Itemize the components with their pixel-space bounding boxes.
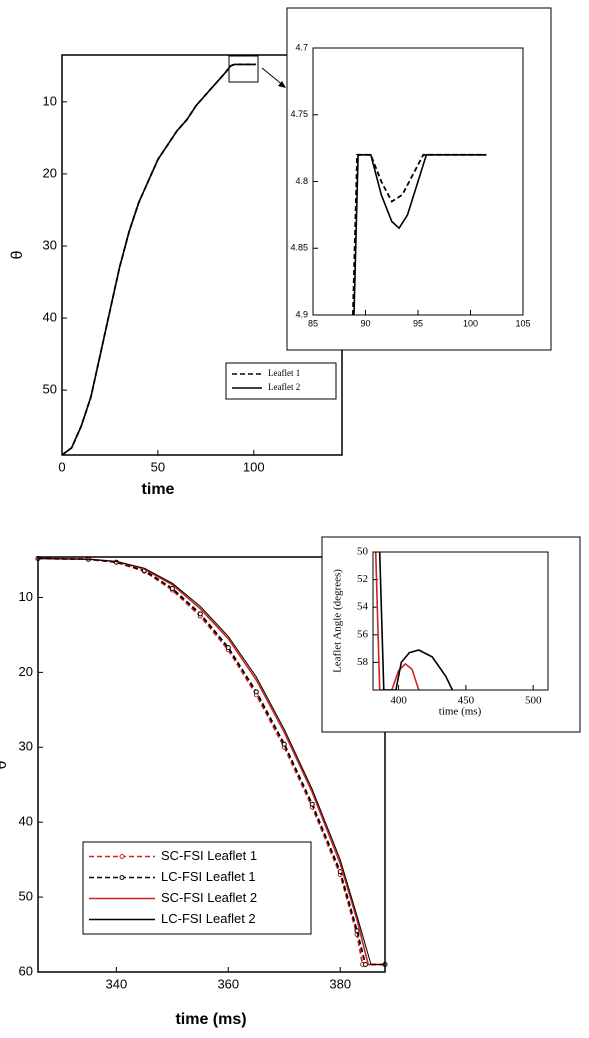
plot-frame (372, 551, 549, 691)
y-tick-label: 10 (43, 93, 57, 108)
x-tick-label: 105 (515, 318, 530, 328)
y-tick-label: 4.8 (295, 176, 308, 186)
series-marker (225, 645, 231, 651)
inset-frame (321, 536, 581, 733)
series-line (38, 558, 385, 965)
y-tick-label: 10 (19, 589, 33, 604)
x-tick-label: 85 (308, 318, 318, 328)
x-tick-label: 360 (217, 976, 239, 991)
series-marker (197, 611, 203, 617)
plot-frame (37, 556, 386, 973)
y-tick-label: 50 (357, 546, 369, 558)
y-tick-label: 40 (43, 310, 57, 325)
legend-label: LC-FSI Leaflet 1 (161, 869, 256, 884)
legend-label: LC-FSI Leaflet 2 (161, 911, 256, 926)
x-tick-label: 400 (390, 695, 407, 707)
legend-box (225, 362, 337, 400)
legend-label: SC-FSI Leaflet 1 (161, 848, 257, 863)
zoom-arrowhead (278, 81, 286, 88)
x-tick-label: 100 (243, 459, 265, 474)
legend-marker (119, 854, 125, 859)
y-tick-label: 30 (43, 237, 57, 252)
y-axis-label: θ (9, 250, 26, 259)
x-tick-label: 95 (413, 318, 423, 328)
y-tick-label: 56 (357, 628, 369, 640)
y-axis-label: θ (0, 760, 10, 769)
y-tick-label: 40 (19, 814, 33, 829)
legend-label: Leaflet 2 (268, 382, 300, 392)
x-tick-label: 0 (58, 459, 65, 474)
series-line (374, 552, 420, 690)
y-tick-label: 50 (19, 889, 33, 904)
x-tick-label: 380 (329, 976, 351, 991)
x-axis-label: time (142, 481, 175, 498)
y-tick-label: 60 (19, 963, 33, 978)
x-tick-label: 340 (106, 976, 128, 991)
y-tick-label: 4.75 (290, 109, 308, 119)
y-tick-label: 50 (43, 382, 57, 397)
y-tick-label: 54 (357, 601, 369, 613)
y-tick-label: 58 (357, 656, 369, 668)
y-tick-label: 20 (43, 165, 57, 180)
x-axis-label: time (ms) (175, 1011, 246, 1028)
x-axis-label: time (ms) (439, 706, 482, 718)
y-tick-label: 4.7 (295, 42, 308, 52)
x-tick-label: 450 (458, 695, 475, 707)
plot-frame (312, 47, 524, 316)
zoom-arrow (261, 67, 285, 87)
series-marker (354, 928, 360, 934)
series-marker (253, 689, 259, 695)
y-tick-label: 4.9 (295, 309, 308, 319)
x-tick-label: 100 (463, 318, 478, 328)
x-tick-label: 50 (151, 459, 165, 474)
x-tick-label: 90 (360, 318, 370, 328)
y-tick-label: 52 (357, 573, 368, 585)
x-tick-label: 500 (525, 695, 542, 707)
y-tick-label: 30 (19, 739, 33, 754)
series-line (353, 154, 487, 315)
series-line (62, 63, 256, 455)
series-marker (169, 585, 175, 591)
y-tick-label: 4.85 (290, 243, 308, 253)
series-line (38, 557, 385, 966)
legend-marker (119, 875, 125, 880)
series-line (378, 552, 454, 690)
series-marker (281, 741, 287, 747)
zoom-region (228, 55, 259, 83)
legend-label: Leaflet 1 (268, 368, 300, 378)
series-marker (362, 962, 368, 968)
y-tick-label: 20 (19, 664, 33, 679)
legend-label: SC-FSI Leaflet 2 (161, 890, 257, 905)
series-marker (309, 801, 315, 807)
y-axis-label: Leaflet Angle (degrees) (332, 569, 344, 673)
